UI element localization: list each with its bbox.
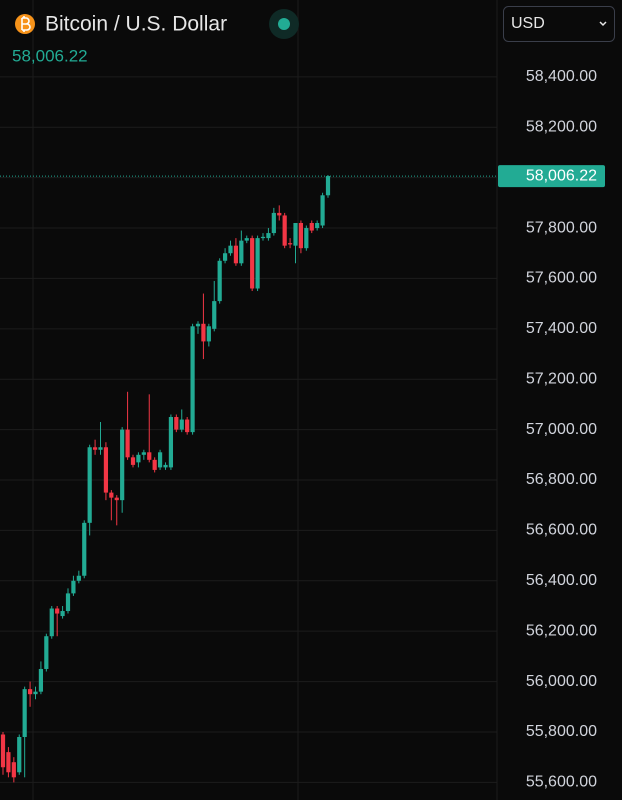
candle-body	[260, 236, 266, 239]
currency-label[interactable]: USD	[511, 15, 545, 32]
candle-body	[71, 580, 76, 594]
y-tick-label: 55,800.00	[526, 723, 597, 740]
candle-body	[125, 429, 130, 458]
candle-body	[6, 752, 11, 773]
candle-body	[315, 222, 320, 229]
candle-body	[250, 238, 255, 289]
candle-body	[228, 245, 233, 254]
y-tick-label: 57,400.00	[526, 320, 597, 337]
y-tick-label: 56,000.00	[526, 673, 597, 690]
candle-body	[98, 447, 103, 450]
candle-body	[152, 459, 157, 470]
candle-body	[92, 447, 98, 450]
candle-body	[114, 497, 119, 501]
candle-body	[293, 222, 298, 246]
candle-body	[239, 240, 244, 264]
candle-body	[298, 222, 304, 249]
candle-body	[185, 419, 190, 433]
candle-body	[206, 326, 211, 342]
candle-body	[195, 323, 201, 327]
candle-body	[87, 447, 92, 523]
candle-body	[201, 323, 206, 342]
candle-body	[271, 212, 276, 234]
y-tick-label: 56,600.00	[526, 522, 597, 539]
candles	[0, 175, 497, 783]
candle-body	[163, 464, 168, 468]
chevron[interactable]	[599, 21, 607, 27]
candle-body	[147, 452, 152, 460]
candle-body	[174, 417, 179, 430]
candle-body	[60, 611, 65, 617]
last-price-label: 58,006.22	[526, 167, 597, 184]
candle-body	[217, 260, 222, 302]
candle-body	[55, 608, 60, 614]
candle-body	[320, 195, 325, 226]
candle-body	[120, 429, 125, 501]
y-tick-label: 57,000.00	[526, 421, 597, 438]
candle-body	[255, 238, 260, 289]
candle-body	[17, 737, 22, 773]
y-tick-label: 56,800.00	[526, 471, 597, 488]
y-tick-label: 57,800.00	[526, 219, 597, 236]
candle-body	[22, 689, 27, 738]
bitcoin-glyph	[21, 16, 31, 32]
currency-box[interactable]	[503, 6, 615, 42]
y-tick-label: 57,200.00	[526, 370, 597, 387]
candle-body	[65, 593, 71, 612]
candle-body	[11, 762, 16, 778]
candle-body	[190, 326, 195, 433]
candle-body	[282, 215, 287, 246]
candle-body	[179, 419, 184, 430]
currency-select[interactable]: USD	[503, 6, 615, 42]
y-tick-label: 58,400.00	[526, 68, 597, 85]
candle-body	[309, 222, 314, 231]
candle-body	[266, 233, 271, 239]
candle-body	[141, 452, 146, 455]
candle-body	[157, 452, 163, 468]
candle-body	[109, 492, 114, 498]
candle-body	[44, 636, 49, 669]
candle-body	[244, 238, 249, 241]
y-tick-label: 55,600.00	[526, 774, 597, 791]
y-tick-label: 56,200.00	[526, 622, 597, 639]
candle-body	[287, 243, 293, 245]
candle-body	[38, 668, 44, 692]
header-price: 58,006.22	[12, 46, 88, 65]
price-axis: 55,600.00 55,800.00 56,000.00 56,200.00 56,4…	[498, 68, 605, 791]
candle-body	[33, 691, 38, 695]
candle-body	[212, 301, 217, 329]
chart-title: Bitcoin / U.S. Dollar	[45, 13, 227, 36]
y-tick-label: 57,600.00	[526, 270, 597, 287]
candle-body	[103, 447, 109, 493]
candle-body	[136, 454, 141, 463]
candle-body	[277, 212, 282, 216]
candle-body	[27, 689, 33, 695]
candle-body	[168, 417, 174, 468]
last-price-badge	[498, 165, 605, 188]
candle-body	[82, 522, 87, 576]
candle-body	[76, 575, 81, 581]
candle-body	[0, 734, 6, 768]
candle-body	[222, 253, 228, 261]
candle-body	[304, 228, 309, 249]
candle-body	[325, 176, 331, 196]
candle-body	[130, 457, 136, 465]
y-tick-label: 56,400.00	[526, 572, 597, 589]
candle-body	[233, 245, 239, 264]
y-tick-label: 58,200.00	[526, 118, 597, 135]
candle-body	[49, 608, 54, 637]
live-indicator[interactable]	[278, 18, 290, 30]
